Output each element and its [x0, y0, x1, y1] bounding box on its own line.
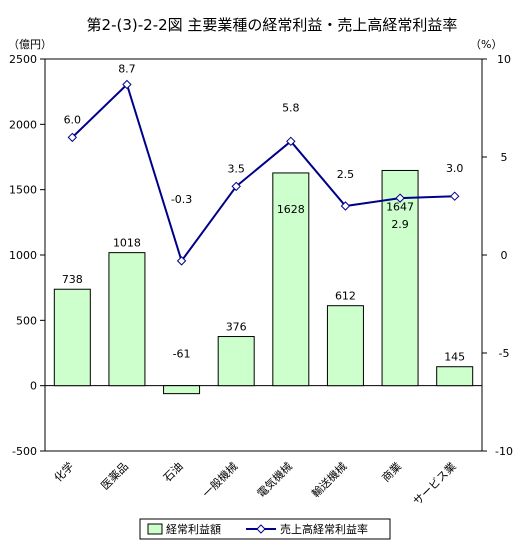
bar-value-label: 1628	[277, 203, 305, 216]
right-tick-label: 10	[497, 53, 511, 66]
left-tick-label: -500	[12, 445, 37, 458]
bar	[381, 169, 419, 387]
bar-value-label: 612	[335, 290, 356, 303]
rate-marker	[340, 201, 351, 211]
bar	[53, 288, 91, 387]
rate-value-label: 6.0	[64, 113, 82, 126]
legend-bar-swatch	[147, 523, 163, 535]
right-tick-label: -5	[499, 347, 510, 360]
bar	[272, 172, 310, 387]
bar	[108, 252, 146, 387]
bar-value-label: 738	[62, 273, 83, 286]
bar-value-label: 145	[444, 351, 465, 364]
category-label: サービス業	[411, 460, 459, 508]
rate-line	[71, 82, 455, 264]
left-tick-label: 2000	[9, 118, 37, 131]
legend: 経常利益額 売上高経常利益率	[139, 518, 391, 540]
category-label: 石油	[160, 459, 185, 484]
rate-marker	[395, 193, 405, 203]
bar	[326, 305, 364, 387]
rate-value-label: -0.3	[171, 193, 192, 206]
left-tick-label: 2500	[9, 53, 37, 66]
bar-value-label: 1647	[386, 200, 414, 213]
rate-value-label: 3.0	[446, 162, 464, 175]
rate-value-label: 5.8	[282, 101, 300, 114]
legend-line-label: 売上高経常利益率	[280, 522, 368, 536]
category-label: 輸送機械	[309, 459, 350, 500]
bar-value-label: 376	[226, 321, 247, 334]
category-label: 一般機械	[199, 459, 240, 500]
category-label: 電気機械	[254, 459, 295, 500]
rate-marker	[67, 132, 78, 143]
left-tick-label: 1500	[9, 184, 37, 197]
legend-bar-label: 経常利益額	[166, 522, 221, 536]
rate-marker	[449, 191, 460, 201]
rate-marker	[176, 256, 187, 266]
bar	[217, 336, 255, 387]
left-tick-label: 1000	[9, 249, 37, 262]
bar-value-label: -61	[173, 348, 191, 361]
chart-title: 第2-(3)-2-2図 主要業種の経常利益・売上高経常利益率	[87, 16, 458, 34]
rate-value-label: 2.9	[391, 218, 409, 231]
rate-value-label: 2.5	[337, 168, 355, 181]
rate-value-label: 8.7	[118, 62, 136, 75]
rate-marker	[286, 136, 296, 147]
right-axis-unit: （%）	[470, 38, 502, 51]
rate-marker	[231, 181, 241, 192]
category-label: 医薬品	[99, 460, 132, 493]
rate-marker	[122, 79, 132, 90]
bar	[163, 385, 201, 395]
left-axis-unit: （億円）	[8, 38, 52, 51]
right-tick-label: 0	[501, 249, 508, 262]
category-label: 化学	[51, 459, 76, 484]
bar-value-label: 1018	[113, 237, 141, 250]
bar	[436, 366, 474, 387]
rate-value-label: 3.5	[227, 162, 245, 175]
right-tick-label: 5	[501, 151, 508, 164]
category-label: 商業	[379, 459, 404, 484]
left-tick-label: 0	[30, 380, 37, 393]
left-tick-label: 500	[16, 314, 37, 327]
right-tick-label: -10	[495, 445, 513, 458]
legend-line-marker	[256, 524, 266, 534]
